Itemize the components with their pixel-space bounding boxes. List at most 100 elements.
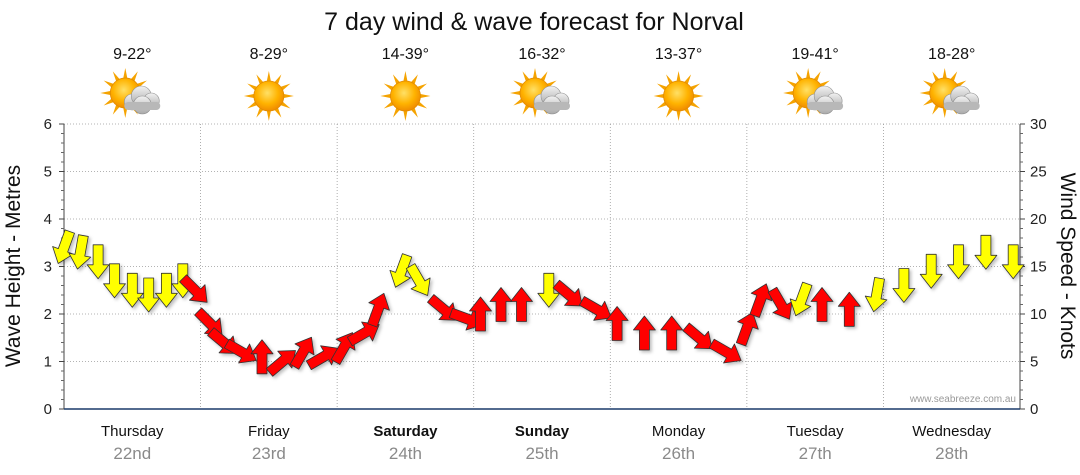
wind-arrow — [389, 253, 413, 288]
sun-ray — [243, 93, 256, 99]
y-tick-label-left: 6 — [44, 116, 52, 133]
y-tick-label-left: 2 — [44, 306, 52, 323]
wind-arrow — [510, 287, 533, 322]
sun-ray — [676, 71, 681, 83]
wind-arrow — [837, 291, 861, 327]
cloud-base — [943, 102, 980, 110]
gridlines — [64, 123, 1020, 409]
wind-arrow — [305, 345, 339, 371]
y-tick-label-left: 1 — [44, 354, 52, 371]
sun-ray — [403, 71, 408, 83]
wind-arrow — [749, 283, 773, 318]
wind-arrow — [537, 272, 561, 308]
day-name: Tuesday — [787, 423, 844, 440]
day-temp: 9-22° — [113, 46, 151, 63]
wind-arrow — [469, 296, 492, 332]
wind-arrow — [947, 244, 970, 280]
day-name: Friday — [248, 423, 290, 440]
wind-arrow — [103, 263, 126, 299]
partly-cloudy-icon — [100, 68, 161, 118]
day-temp: 13-37° — [655, 46, 702, 63]
sun-ray — [419, 93, 431, 99]
sun-ray — [380, 93, 392, 99]
partly-cloudy-icon — [510, 68, 570, 118]
sun-ray — [942, 106, 947, 118]
wind-arrow — [427, 294, 458, 321]
sun-disc — [390, 80, 421, 112]
day-name: Thursday — [101, 423, 164, 440]
wind-arrow — [223, 338, 257, 364]
day-name: Sunday — [515, 423, 570, 440]
y-tick-label-left: 5 — [44, 164, 52, 181]
day-name: Wednesday — [912, 423, 991, 440]
y-tick-label-left: 0 — [44, 401, 52, 418]
wind-arrow — [974, 234, 998, 270]
wind-arrow — [1001, 244, 1025, 280]
day-name: Saturday — [373, 423, 438, 440]
sun-ray — [692, 93, 704, 99]
cloud-shape — [123, 85, 161, 115]
wind-arrow — [250, 339, 274, 375]
wind-arrow — [682, 322, 713, 350]
partly-cloudy-icon — [783, 68, 844, 118]
wind-arrow — [578, 296, 612, 321]
day-date: 28th — [935, 444, 968, 463]
wind-arrow — [367, 292, 390, 328]
sun-ray — [266, 109, 272, 121]
day-date: 24th — [389, 444, 422, 463]
sun-ray — [266, 71, 272, 83]
wind-arrow — [864, 276, 888, 313]
y-ticks-right: 0 5 10 15 20 25 30 — [1020, 116, 1047, 418]
sunny-icon — [653, 71, 704, 121]
wind-arrow — [735, 311, 759, 347]
wind-arrow — [605, 306, 629, 341]
sun-ray — [942, 68, 947, 80]
chart-title: 7 day wind & wave forecast for Norval — [324, 8, 744, 36]
wind-arrow — [633, 315, 656, 351]
sun-ray — [532, 106, 538, 118]
sun-ray — [532, 68, 538, 80]
day-temp: 14-39° — [382, 46, 429, 63]
partly-cloudy-icon — [919, 68, 980, 118]
y-tick-label-right: 10 — [1030, 306, 1047, 323]
wind-arrow — [120, 272, 144, 308]
sun-ray — [100, 90, 112, 96]
wind-arrow — [265, 350, 296, 377]
y-tick-label-right: 30 — [1030, 116, 1047, 133]
sun-ray — [403, 109, 408, 121]
wind-arrow — [86, 244, 110, 280]
day-temp: 8-29° — [250, 46, 288, 63]
sun-ray — [783, 90, 795, 96]
day-name: Monday — [652, 423, 706, 440]
sun-ray — [805, 106, 811, 118]
day-columns: 9-22° Thursday 22nd 8-29° Friday 23rd 14-39° Sa… — [100, 46, 992, 463]
wind-arrow — [919, 253, 943, 289]
day-date: 26th — [662, 444, 695, 463]
wind-arrow — [68, 234, 92, 270]
wind-arrow — [660, 315, 684, 351]
wind-arrow — [810, 287, 834, 322]
wind-arrows — [52, 229, 1025, 377]
y-tick-label-right: 25 — [1030, 164, 1047, 181]
wind-arrow — [154, 272, 178, 308]
wind-arrow — [789, 281, 813, 317]
y-tick-label-right: 15 — [1030, 259, 1047, 276]
wind-arrow — [289, 336, 315, 370]
day-temp: 16-32° — [518, 46, 565, 63]
sun-ray — [805, 68, 811, 80]
right-axis-label: Wind Speed - Knots — [1056, 173, 1079, 360]
wind-arrow — [346, 321, 380, 347]
cloud-base — [534, 102, 570, 110]
sun-ray — [919, 90, 931, 96]
sun-ray — [510, 90, 522, 96]
wind-arrow — [405, 263, 431, 296]
wind-arrow — [552, 279, 583, 307]
day-temp: 18-28° — [928, 46, 975, 63]
sun-disc — [663, 80, 694, 112]
cloud-base — [124, 102, 161, 110]
sun-ray — [282, 93, 294, 99]
wind-arrow — [892, 268, 916, 303]
left-axis-label: Wave Height - Metres — [2, 165, 25, 367]
cloud-shape — [943, 85, 980, 115]
